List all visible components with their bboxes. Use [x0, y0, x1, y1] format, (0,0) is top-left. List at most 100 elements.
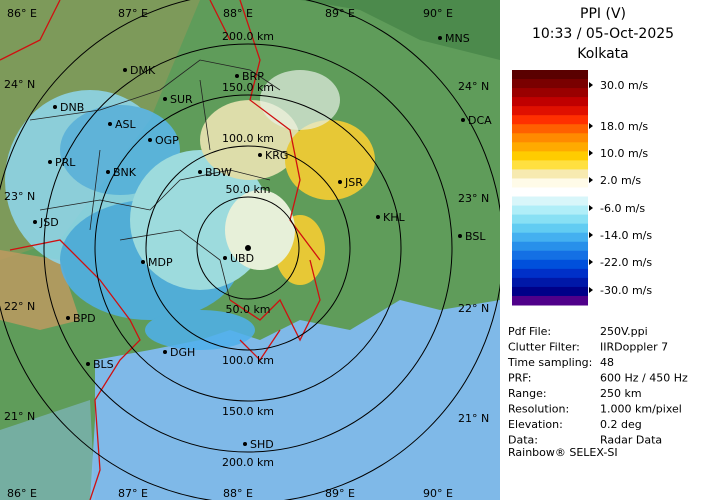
lon-label: 89° E [325, 487, 355, 500]
legend-swatch [512, 205, 588, 216]
legend-tick [589, 123, 593, 129]
legend-swatch [512, 142, 588, 152]
place-label: SHD [250, 438, 274, 451]
place-label: DCA [468, 114, 492, 127]
legend-swatch [512, 169, 588, 179]
lon-label: 89° E [325, 7, 355, 20]
place-label: BRP [242, 70, 264, 83]
lat-label: 21° N [458, 412, 489, 425]
range-ring [145, 145, 351, 351]
range-label: 100.0 km [222, 132, 274, 145]
legend-label: 18.0 m/s [600, 120, 648, 133]
place-dot [53, 105, 57, 109]
info-value: 250 km [600, 387, 642, 400]
legend-swatch [512, 268, 588, 279]
info-key: Elevation: [508, 418, 563, 431]
legend-swatch [512, 250, 588, 261]
legend-swatch [512, 106, 588, 116]
info-key: Time sampling: [507, 356, 592, 369]
districts [29, 59, 281, 301]
lon-label: 87° E [118, 487, 148, 500]
legend-label: 2.0 m/s [600, 174, 641, 187]
precipitation [5, 70, 375, 350]
color-legend: 30.0 m/s 18.0 m/s 10.0 m/s 2.0 m/s -6.0 m/s -… [512, 70, 652, 306]
place-label: BPD [73, 312, 96, 325]
lat-label: 24° N [4, 78, 35, 91]
place-dot [223, 256, 227, 260]
legend-swatch [512, 178, 588, 188]
place-label: BLS [93, 358, 114, 371]
lon-label: 88° E [223, 487, 253, 500]
legend-swatch [512, 133, 588, 143]
place-label: DNB [60, 101, 84, 114]
legend-tick [589, 205, 593, 211]
place-dot [148, 138, 152, 142]
boundaries [0, 0, 321, 501]
info-key: PRF: [508, 372, 531, 385]
place-label: OGP [155, 134, 179, 147]
range-label: 50.0 km [225, 303, 270, 316]
place-label: JSR [344, 176, 363, 189]
place-label: BSL [465, 230, 486, 243]
place-dot [108, 122, 112, 126]
info-key: Pdf File: [508, 325, 551, 338]
place-dot [376, 215, 380, 219]
info-value: Radar Data [600, 434, 662, 447]
range-ring [196, 196, 300, 300]
lon-label: 90° E [423, 487, 453, 500]
place-dot [48, 160, 52, 164]
lat-label: 22° N [4, 300, 35, 313]
legend-label: -14.0 m/s [600, 229, 652, 242]
place-label: BDW [205, 166, 232, 179]
legend-swatch [512, 115, 588, 125]
place-dot [438, 36, 442, 40]
place-dot [243, 442, 247, 446]
place-dot [123, 68, 127, 72]
place-dot [458, 234, 462, 238]
info-key: Data: [508, 434, 538, 447]
place-label: BNK [113, 166, 137, 179]
info-value: IIRDoppler 7 [600, 341, 668, 354]
place-label: DGH [170, 346, 195, 359]
panel-station: Kolkata [577, 46, 628, 62]
info-value: 0.2 deg [600, 418, 642, 431]
place-dot [33, 220, 37, 224]
legend-label: -6.0 m/s [600, 202, 645, 215]
lat-label: 22° N [458, 302, 489, 315]
info-value: 250V.ppi [600, 325, 648, 338]
info-table: Pdf File: 250V.ppi Clutter Filter: IIRDoppl… [507, 325, 688, 447]
legend-swatch [512, 187, 588, 198]
place-label: UBD [230, 252, 254, 265]
place-label: MNS [445, 32, 470, 45]
terrain [0, 250, 80, 330]
place-label: ASL [115, 118, 137, 131]
place-label: DMK [130, 64, 156, 77]
legend-tick [589, 150, 593, 156]
range-ring [94, 94, 402, 402]
legend-swatch [512, 79, 588, 89]
map [0, 0, 504, 504]
sea [0, 400, 95, 500]
legend-label: 30.0 m/s [600, 79, 648, 92]
place-label: MDP [148, 256, 173, 269]
legend-swatch [512, 241, 588, 252]
lon-label: 90° E [423, 7, 453, 20]
info-value: 600 Hz / 450 Hz [600, 372, 688, 385]
legend-tick [589, 82, 593, 88]
lat-label: 21° N [4, 410, 35, 423]
legend-tick [589, 259, 593, 265]
legend-tick [589, 287, 593, 293]
terrain [0, 0, 500, 60]
lat-label: 24° N [458, 80, 489, 93]
range-label: 100.0 km [222, 354, 274, 367]
place-label: KRG [265, 149, 288, 162]
legend-swatch [512, 295, 588, 306]
place-label: JSD [39, 216, 59, 229]
legend-swatch [512, 151, 588, 161]
legend-swatch [512, 196, 588, 207]
panel-title: PPI (V) [580, 6, 626, 22]
legend-swatch [512, 97, 588, 107]
range-label: 200.0 km [222, 30, 274, 43]
